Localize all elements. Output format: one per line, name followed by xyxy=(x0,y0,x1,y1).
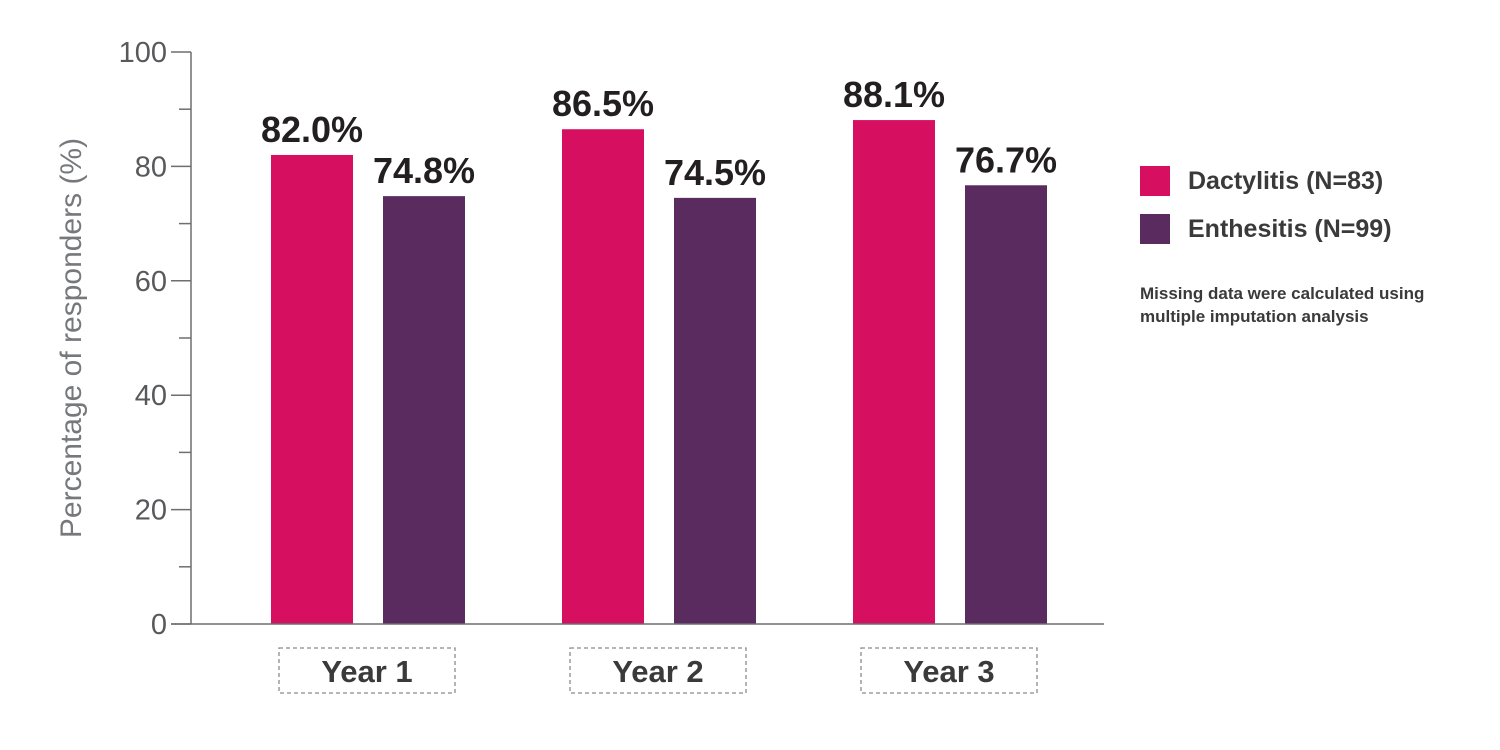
y-tick-label-100: 100 xyxy=(119,37,167,69)
bar-dactylitis-year-3 xyxy=(853,120,935,625)
y-tick-label-80: 80 xyxy=(135,151,167,183)
x-tick-label-2: Year 2 xyxy=(612,654,703,689)
x-tick-label-3: Year 3 xyxy=(903,654,994,689)
bar-enthesitis-year-2 xyxy=(674,197,756,625)
bar-dactylitis-year-2 xyxy=(562,129,644,624)
x-tick-label-1: Year 1 xyxy=(321,654,412,689)
legend: Dactylitis (N=83) Enthesitis (N=99) Miss… xyxy=(1140,166,1485,328)
data-label-dactylitis-year-2: 86.5% xyxy=(552,83,654,124)
legend-label-dactylitis: Dactylitis (N=83) xyxy=(1188,166,1384,195)
legend-label-enthesitis: Enthesitis (N=99) xyxy=(1188,214,1392,243)
chart-note: Missing data were calculated using multi… xyxy=(1140,284,1425,326)
y-tick-label-60: 60 xyxy=(135,266,167,298)
x-category-box-1 xyxy=(278,647,456,694)
y-axis: 0 20 40 60 80 100 xyxy=(119,37,192,641)
data-label-enthesitis-year-1: 74.8% xyxy=(373,150,475,191)
x-axis: Year 1 Year 2 Year 3 xyxy=(171,623,1104,694)
legend-swatch-dactylitis xyxy=(1140,166,1170,196)
data-label-enthesitis-year-3: 76.7% xyxy=(955,139,1057,180)
bar-enthesitis-year-1 xyxy=(383,196,465,625)
bar-dactylitis-year-1 xyxy=(271,154,353,624)
x-category-box-2 xyxy=(569,647,747,694)
y-axis-title: Percentage of responders (%) xyxy=(55,138,88,538)
y-tick-label-0: 0 xyxy=(151,609,167,641)
legend-swatch-enthesitis xyxy=(1140,214,1170,244)
data-label-dactylitis-year-3: 88.1% xyxy=(843,74,945,115)
legend-item-dactylitis: Dactylitis (N=83) xyxy=(1140,166,1485,196)
legend-item-enthesitis: Enthesitis (N=99) xyxy=(1140,214,1485,244)
x-category-box-3 xyxy=(860,647,1038,694)
y-tick-label-20: 20 xyxy=(135,495,167,527)
bar-enthesitis-year-3 xyxy=(965,185,1047,624)
y-tick-label-40: 40 xyxy=(135,380,167,412)
bar-group: 82.0%74.8% 86.5%74.5% 88.1%76.7% xyxy=(261,74,1057,625)
data-label-dactylitis-year-1: 82.0% xyxy=(261,109,363,150)
data-label-enthesitis-year-2: 74.5% xyxy=(664,152,766,193)
